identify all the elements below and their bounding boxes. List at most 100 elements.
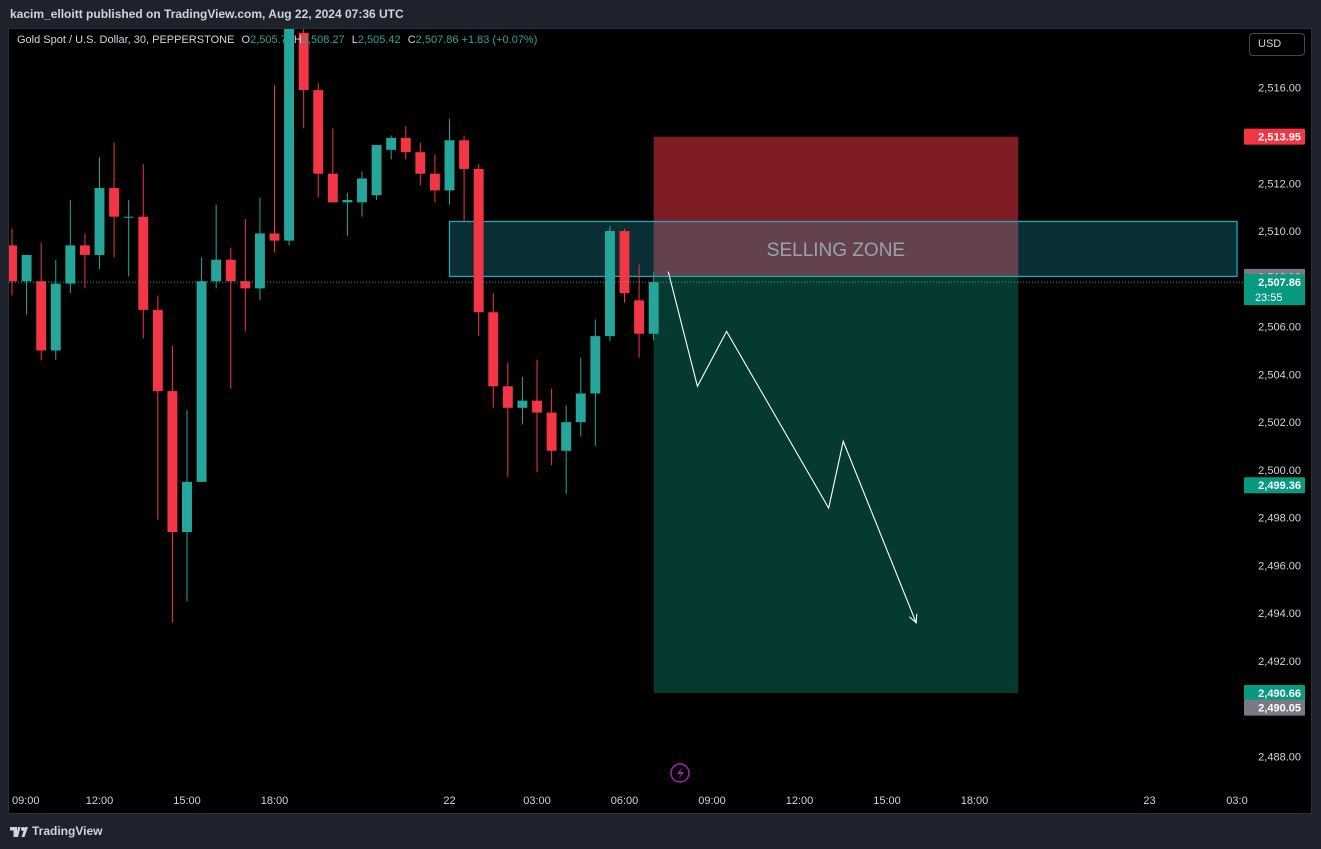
candle-body — [167, 391, 178, 533]
lightning-icon[interactable] — [670, 763, 690, 783]
selling-zone-rect — [448, 220, 1238, 278]
y-tick-label: 2,512.00 — [1258, 178, 1301, 190]
candle-body — [21, 254, 32, 282]
legend-symbol: Gold Spot / U.S. Dollar, 30, PEPPERSTONE — [17, 34, 235, 46]
price-label-bg — [1244, 128, 1305, 145]
candle-body — [444, 140, 455, 191]
candle-body — [182, 481, 192, 533]
candle-body — [36, 281, 47, 351]
candle-body — [386, 137, 397, 150]
candle-body — [138, 216, 149, 310]
legend-low: 2,505.42 — [357, 34, 401, 46]
price-label: 2,513.95 — [1258, 132, 1301, 144]
chart-legend: Gold Spot / U.S. Dollar, 30, PEPPERSTONE… — [17, 34, 537, 46]
candle-body — [94, 188, 105, 255]
plot-area: SELLING ZONE — [9, 29, 1244, 694]
y-tick-label: 2,494.00 — [1258, 608, 1301, 620]
x-tick-label: 22 — [443, 795, 455, 807]
price-label-bg — [1244, 685, 1305, 702]
publisher-bar: kacim_elloitt published on TradingView.c… — [0, 0, 1321, 28]
legend-change: +1.83 (+0.07%) — [461, 34, 538, 46]
projection-path — [667, 271, 917, 623]
candle-body — [371, 145, 382, 196]
candle-body — [459, 140, 470, 169]
candle-body — [298, 32, 309, 91]
price-label-bg — [1244, 477, 1305, 494]
legend-high: 2,508.27 — [301, 34, 345, 46]
tradingview-brand[interactable]: TradingView — [10, 824, 102, 838]
candle-body — [634, 300, 645, 334]
x-tick-label: 18:00 — [961, 795, 989, 807]
countdown-label: 23:55 — [1255, 292, 1283, 304]
candle-body — [109, 188, 120, 217]
candle-body — [619, 231, 630, 294]
y-tick-label: 2,510.00 — [1258, 226, 1301, 238]
legend-close-key: C — [407, 34, 416, 46]
brand-name: TradingView — [32, 824, 103, 838]
last-price-badge-bg — [1244, 274, 1305, 306]
y-tick-label: 2,492.00 — [1258, 656, 1301, 668]
short-position-stop-zone — [653, 136, 1019, 277]
legend-open: 2,505.7 — [250, 34, 287, 46]
x-tick-label: 03:0 — [1226, 795, 1247, 807]
candle-body — [79, 245, 90, 255]
x-tick-label: 18:00 — [261, 795, 289, 807]
x-tick-label: 09:00 — [698, 795, 726, 807]
candle-body — [269, 233, 280, 241]
x-tick-label: 15:00 — [873, 795, 901, 807]
selling-zone-label: SELLING ZONE — [767, 240, 905, 261]
candle-body — [575, 393, 586, 423]
candle-body — [517, 400, 528, 408]
y-tick-label: 2,502.00 — [1258, 417, 1301, 429]
x-tick-label: 03:00 — [523, 795, 551, 807]
chart-svg[interactable]: SELLING ZONE2,488.002,490.002,492.002,49… — [0, 0, 1321, 815]
y-tick-label: 2,488.00 — [1258, 752, 1301, 764]
candle-body — [473, 168, 484, 313]
candle-body — [415, 152, 426, 174]
currency-button[interactable]: USD — [1249, 33, 1305, 56]
y-tick-label: 2,498.00 — [1258, 513, 1301, 525]
footer-bar: TradingView — [0, 815, 1321, 849]
price-label: 2,499.36 — [1258, 480, 1301, 492]
candle-body — [532, 400, 542, 413]
candle-body — [152, 309, 163, 392]
price-label-bg — [1244, 699, 1305, 716]
x-tick-label: 12:00 — [86, 795, 114, 807]
y-tick-label: 2,506.00 — [1258, 322, 1301, 334]
candle-body — [65, 245, 76, 284]
candle-body — [400, 137, 411, 153]
candle-body — [357, 178, 367, 203]
y-tick-label: 2,500.00 — [1258, 465, 1301, 477]
candle-body — [648, 282, 659, 334]
candle-body — [429, 173, 440, 191]
projection-arrowhead — [909, 613, 918, 624]
price-label: 2,490.66 — [1258, 688, 1301, 700]
candle-body — [240, 281, 251, 289]
x-tick-label: 12:00 — [786, 795, 814, 807]
candle-body — [342, 199, 353, 203]
candle-body — [488, 312, 499, 387]
publisher-line: kacim_elloitt published on TradingView.c… — [10, 7, 404, 21]
candle-body — [327, 173, 338, 203]
short-position-target-zone — [653, 276, 1019, 694]
candle-body — [9, 245, 17, 282]
candle-body — [254, 233, 265, 289]
x-tick-label: 06:00 — [611, 795, 639, 807]
price-label: 2,490.05 — [1258, 703, 1301, 715]
y-tick-label: 2,516.00 — [1258, 83, 1301, 95]
candle-body — [196, 281, 207, 482]
legend-open-key: O — [241, 34, 251, 46]
x-tick-label: 23 — [1143, 795, 1155, 807]
legend-high-key: H — [293, 34, 302, 46]
candle-body — [590, 336, 601, 394]
x-tick-label: 09:00 — [12, 795, 40, 807]
candle-body — [211, 259, 222, 282]
candle-body — [546, 412, 557, 451]
candle-body — [50, 283, 61, 351]
tradingview-logo-icon — [10, 826, 28, 837]
legend-close: 2,507.86 — [415, 34, 459, 46]
candle-body — [561, 422, 572, 451]
y-tick-label: 2,496.00 — [1258, 560, 1301, 572]
legend-low-key: L — [351, 34, 358, 46]
x-tick-label: 15:00 — [173, 795, 201, 807]
